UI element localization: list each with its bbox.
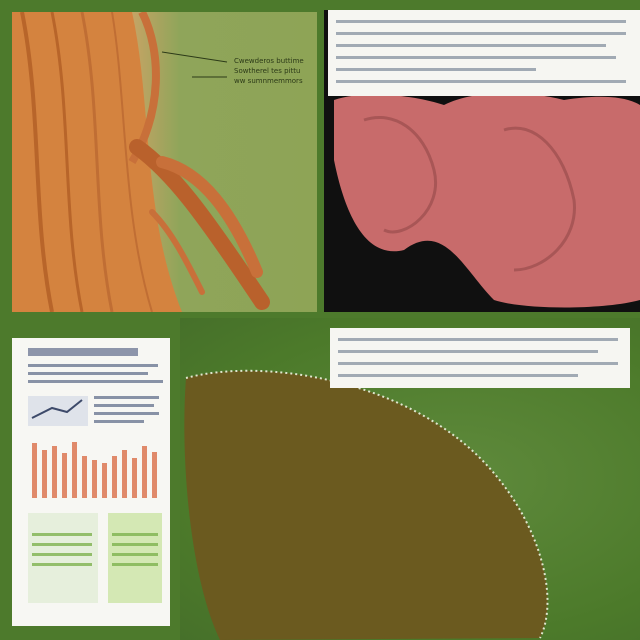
document-contents: [28, 348, 163, 603]
document-thumbnail: [12, 338, 170, 626]
description-text-block-2: [330, 328, 630, 388]
tissue-lobes-drawing: [334, 93, 640, 308]
callout-label: Cwewderos buttime Sowtherel tes pittu ww…: [234, 56, 314, 86]
callout-line-1: Cwewderos buttime: [234, 57, 304, 65]
muscle-fiber-drawing: [12, 12, 270, 312]
callout-line-2: Sowtherel tes pittu: [234, 67, 301, 75]
tissue-illustration: [324, 10, 640, 312]
callout-line-3: ww sumnmemmors: [234, 77, 303, 85]
muscle-fiber-illustration: Cwewderos buttime Sowtherel tes pittu ww…: [12, 12, 317, 312]
description-text-block: [328, 10, 640, 96]
cell-drawing: [184, 369, 549, 640]
cell-illustration: [180, 318, 640, 640]
